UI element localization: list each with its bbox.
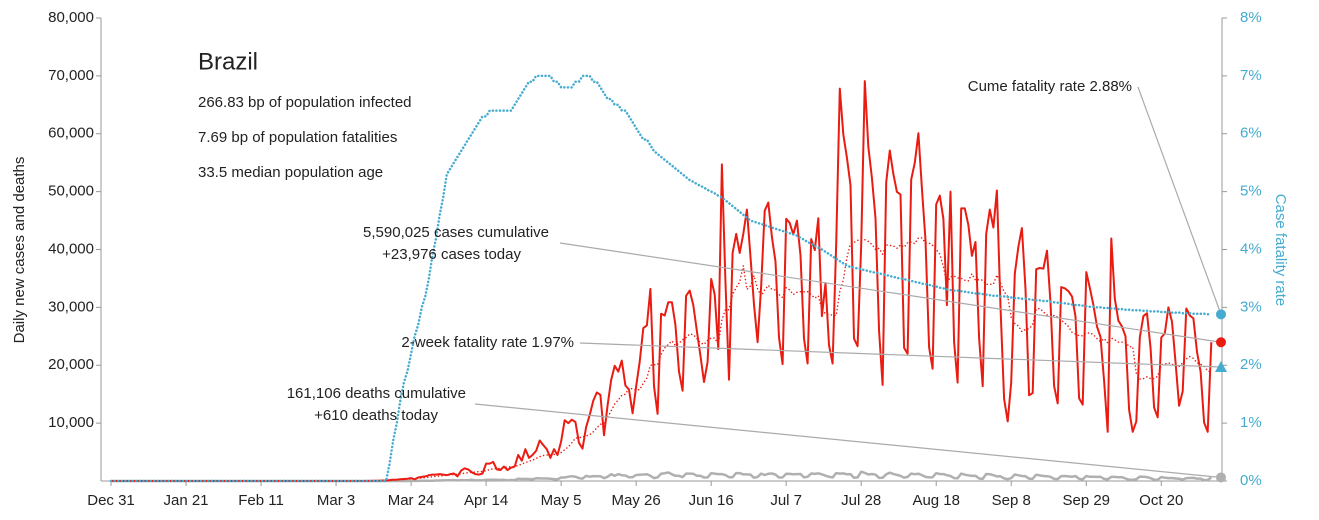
y-tick-label: 10,000: [48, 414, 94, 431]
leader-line: [579, 342, 1222, 368]
series-line: [111, 470, 1212, 483]
x-tick-label: May 5: [541, 492, 582, 509]
x-tick-label: Jul 7: [770, 492, 802, 509]
x-tick-label: Sep 29: [1062, 492, 1110, 509]
y2-tick-label: 6%: [1240, 125, 1262, 142]
y2-tick-label: 8%: [1240, 9, 1262, 26]
y-tick-label: 70,000: [48, 67, 94, 84]
y-tick-label: 50,000: [48, 183, 94, 200]
x-tick-label: Mar 3: [317, 492, 355, 509]
y-tick-label: 30,000: [48, 298, 94, 315]
x-tick-label: Feb 11: [238, 492, 284, 509]
x-tick-label: Dec 31: [87, 492, 135, 509]
x-tick-label: Jul 28: [841, 492, 881, 509]
series-line: [109, 74, 1213, 483]
annotation-text: 2-week fatality rate 1.97%: [401, 334, 574, 351]
y2-tick-label: 5%: [1240, 183, 1262, 200]
x-tick-label: Jun 16: [689, 492, 734, 509]
end-marker: [1216, 309, 1226, 320]
y2-tick-label: 1%: [1240, 414, 1262, 431]
y-tick-label: 20,000: [48, 356, 94, 373]
y-tick-label: 80,000: [48, 9, 94, 26]
leader-line: [1137, 86, 1222, 315]
x-tick-label: Apr 14: [464, 492, 508, 509]
end-marker: [1215, 360, 1227, 372]
y-tick-label: 40,000: [48, 240, 94, 257]
series-line: [111, 80, 1213, 482]
info-line: 266.83 bp of population infected: [198, 94, 412, 111]
x-tick-label: Mar 24: [388, 492, 435, 509]
series-line: [110, 237, 1213, 482]
annotation-text: Cume fatality rate 2.88%: [968, 78, 1132, 95]
annotation-text: 161,106 deaths cumulative: [287, 385, 466, 402]
annotation-text: 5,590,025 cases cumulative: [363, 224, 549, 241]
x-tick-label: Oct 20: [1139, 492, 1183, 509]
info-line: 7.69 bp of population fatalities: [198, 129, 397, 146]
leader-line: [474, 403, 1222, 479]
y2-axis-label: Case fatality rate: [1272, 194, 1289, 307]
x-tick-label: Sep 8: [992, 492, 1031, 509]
y-axis-label: Daily new cases and deaths: [11, 157, 28, 344]
x-tick-label: May 26: [612, 492, 661, 509]
info-line: 33.5 median population age: [198, 164, 383, 181]
x-tick-label: Aug 18: [912, 492, 960, 509]
leader-line: [559, 242, 1222, 343]
info-title: Brazil: [198, 48, 258, 75]
end-marker: [1216, 337, 1226, 348]
y2-tick-label: 2%: [1240, 356, 1262, 373]
annotation-text: +23,976 cases today: [382, 246, 521, 263]
y2-tick-label: 0%: [1240, 472, 1262, 489]
y2-tick-label: 7%: [1240, 67, 1262, 84]
end-marker: [1216, 472, 1226, 483]
annotation-text: +610 deaths today: [314, 407, 438, 424]
x-tick-label: Jan 21: [163, 492, 208, 509]
y2-tick-label: 4%: [1240, 240, 1262, 257]
y2-tick-label: 3%: [1240, 298, 1262, 315]
y-tick-label: 60,000: [48, 125, 94, 142]
